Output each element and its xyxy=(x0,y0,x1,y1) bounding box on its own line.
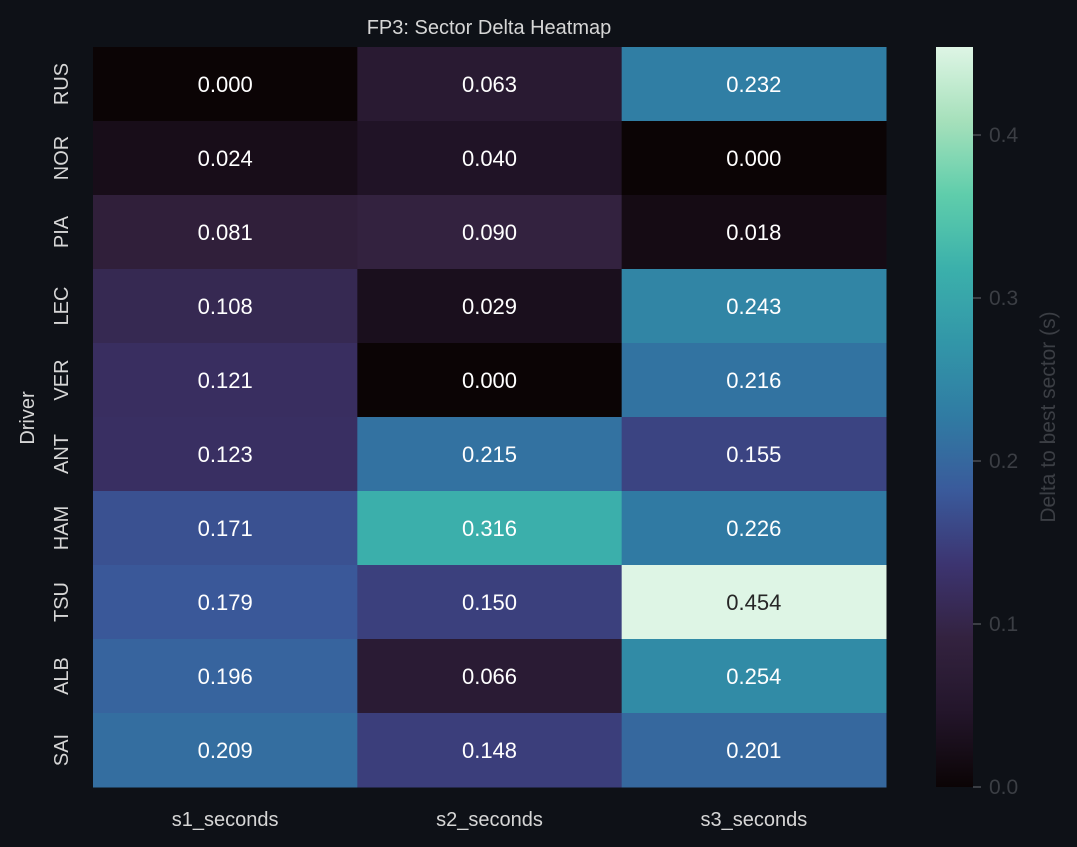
heatmap-cell xyxy=(621,565,887,640)
heatmap-cell xyxy=(621,417,887,492)
heatmap-cell xyxy=(93,47,358,122)
heatmap-cell xyxy=(621,47,887,122)
y-tick-label: VER xyxy=(51,359,73,400)
cell-value-label: 0.150 xyxy=(462,590,517,615)
heatmap-cell xyxy=(93,417,358,492)
colorbar-ticks: 0.0 0.1 0.2 0.3 0.4 xyxy=(973,124,1019,799)
colorbar-tick-label: 0.1 xyxy=(989,613,1018,636)
colorbar-tick-label: 0.0 xyxy=(989,776,1018,799)
heatmap-cell xyxy=(93,491,358,566)
heatmap-cell xyxy=(93,565,358,640)
heatmap-cell xyxy=(93,121,358,196)
heatmap-cell xyxy=(357,639,623,714)
y-tick-label: ALB xyxy=(51,657,73,695)
heatmap-cell xyxy=(621,491,887,566)
cell-value-label: 0.454 xyxy=(726,590,781,615)
cell-value-label: 0.171 xyxy=(198,516,253,541)
cell-value-label: 0.040 xyxy=(462,146,517,171)
heatmap-cell xyxy=(621,343,887,418)
x-tick-label: s1_seconds xyxy=(172,809,279,831)
cell-value-label: 0.029 xyxy=(462,294,517,319)
cell-value-label: 0.215 xyxy=(462,442,517,467)
cell-value-label: 0.024 xyxy=(198,146,253,171)
heatmap-cell xyxy=(357,417,623,492)
heatmap-cell xyxy=(93,713,358,788)
heatmap-cell xyxy=(621,195,887,270)
heatmap-cell xyxy=(357,269,623,344)
y-tick-label: SAI xyxy=(51,734,73,766)
heatmap-cell xyxy=(357,565,623,640)
cell-value-label: 0.226 xyxy=(726,516,781,541)
cell-value-label: 0.000 xyxy=(726,146,781,171)
y-tick-label: PIA xyxy=(51,215,73,248)
colorbar xyxy=(936,47,973,787)
cell-value-label: 0.018 xyxy=(726,220,781,245)
heatmap-cell xyxy=(621,121,887,196)
heatmap-cell xyxy=(357,121,623,196)
heatmap-cell xyxy=(357,343,623,418)
heatmap-cell xyxy=(357,47,623,122)
y-tick-label: TSU xyxy=(51,582,73,622)
x-tick-labels: s1_seconds s2_seconds s3_seconds xyxy=(172,809,807,831)
colorbar-tick-label: 0.2 xyxy=(989,450,1018,473)
y-tick-label: HAM xyxy=(51,506,73,550)
cell-value-label: 0.196 xyxy=(198,664,253,689)
cell-value-label: 0.179 xyxy=(198,590,253,615)
heatmap-cell xyxy=(93,343,358,418)
cell-value-label: 0.000 xyxy=(198,72,253,97)
colorbar-label: Delta to best sector (s) xyxy=(1037,311,1060,522)
y-axis-label: Driver xyxy=(17,391,39,445)
cell-value-label: 0.108 xyxy=(198,294,253,319)
colorbar-tick-label: 0.3 xyxy=(989,287,1018,310)
cell-value-label: 0.148 xyxy=(462,738,517,763)
cell-value-label: 0.254 xyxy=(726,664,781,689)
cell-value-label: 0.000 xyxy=(462,368,517,393)
cell-value-label: 0.063 xyxy=(462,72,517,97)
cell-value-label: 0.123 xyxy=(198,442,253,467)
heatmap-cell xyxy=(357,713,623,788)
y-tick-label: RUS xyxy=(51,63,73,105)
heatmap-cell xyxy=(93,195,358,270)
heatmap-cell xyxy=(357,491,623,566)
colorbar-tick-label: 0.4 xyxy=(989,124,1019,147)
cell-value-label: 0.243 xyxy=(726,294,781,319)
heatmap-cells: 0.000 0.063 0.232 0.024 0.040 0.000 0.081 0.090… xyxy=(93,47,887,788)
cell-value-label: 0.121 xyxy=(198,368,253,393)
cell-value-label: 0.155 xyxy=(726,442,781,467)
x-tick-label: s2_seconds xyxy=(436,809,543,831)
cell-value-label: 0.090 xyxy=(462,220,517,245)
heatmap-cell xyxy=(93,269,358,344)
cell-value-label: 0.209 xyxy=(198,738,253,763)
heatmap-cell xyxy=(621,713,887,788)
heatmap-cell xyxy=(621,639,887,714)
chart-title: FP3: Sector Delta Heatmap xyxy=(367,17,612,39)
y-tick-labels: RUS NOR PIA LEC VER ANT HAM TSU ALB SAI xyxy=(51,63,73,766)
y-tick-label: ANT xyxy=(51,434,73,474)
cell-value-label: 0.066 xyxy=(462,664,517,689)
heatmap-cell xyxy=(93,639,358,714)
x-tick-label: s3_seconds xyxy=(700,809,807,831)
cell-value-label: 0.316 xyxy=(462,516,517,541)
y-tick-label: LEC xyxy=(51,287,73,326)
heatmap-cell xyxy=(357,195,623,270)
cell-value-label: 0.216 xyxy=(726,368,781,393)
cell-value-label: 0.232 xyxy=(726,72,781,97)
cell-value-label: 0.081 xyxy=(198,220,253,245)
y-tick-label: NOR xyxy=(51,136,73,180)
heatmap-cell xyxy=(621,269,887,344)
cell-value-label: 0.201 xyxy=(726,738,781,763)
